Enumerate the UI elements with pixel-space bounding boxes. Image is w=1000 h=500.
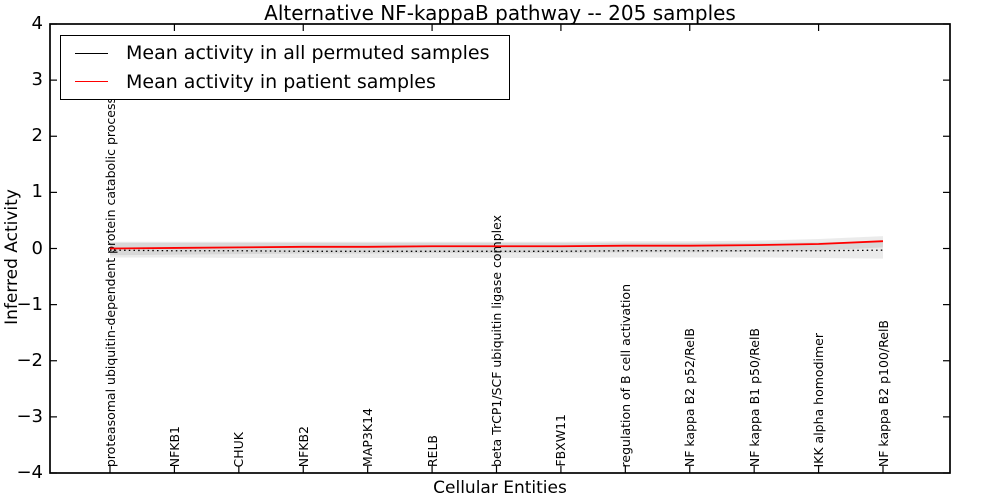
y-axis-title: Inferred Activity bbox=[2, 189, 22, 325]
y-tick-label: −4 bbox=[16, 462, 43, 483]
y-tick-label: 1 bbox=[31, 181, 43, 203]
x-category-label: FBXW11 bbox=[553, 414, 569, 467]
y-tick-label: 0 bbox=[31, 237, 43, 259]
y-tick-label: −3 bbox=[16, 405, 43, 427]
legend-entry-permuted: Mean activity in all permuted samples bbox=[61, 42, 509, 64]
legend-label-patient: Mean activity in patient samples bbox=[126, 70, 436, 93]
x-category-label: NF kappa B1 p50/RelB bbox=[746, 327, 762, 467]
x-category-label: CHUK bbox=[231, 431, 247, 467]
y-tick-label: 4 bbox=[31, 13, 43, 34]
x-axis-title: Cellular Entities bbox=[433, 478, 567, 498]
y-tick-label: −1 bbox=[16, 293, 43, 315]
x-category-label: beta TrCP1/SCF ubiquitin ligase complex bbox=[489, 215, 504, 467]
x-category-label: IKK alpha homodimer bbox=[811, 332, 827, 468]
chart-title: Alternative NF-kappaB pathway -- 205 sam… bbox=[264, 1, 736, 25]
x-category-label: NF kappa B2 p52/RelB bbox=[682, 327, 698, 467]
legend-box: Mean activity in all permuted samples Me… bbox=[60, 35, 510, 100]
x-category-label: NFKB2 bbox=[295, 425, 311, 467]
patient-line-sample bbox=[75, 81, 108, 83]
x-category-label: MAP3K14 bbox=[360, 408, 376, 467]
x-category-label: RELB bbox=[424, 434, 440, 467]
x-category-label: regulation of B cell activation bbox=[617, 283, 633, 467]
x-category-label: NF kappa B2 p100/RelB bbox=[875, 319, 891, 467]
x-category-label: proteasomal ubiquitin-dependent protein … bbox=[102, 96, 118, 467]
y-tick-label: 2 bbox=[31, 125, 43, 147]
legend-label-permuted: Mean activity in all permuted samples bbox=[126, 42, 490, 65]
y-tick-label: −2 bbox=[16, 349, 43, 371]
permuted-line-sample bbox=[75, 52, 108, 54]
x-category-label: NFKB1 bbox=[166, 425, 182, 467]
legend-entry-patient: Mean activity in patient samples bbox=[61, 71, 509, 93]
y-tick-label: 3 bbox=[31, 69, 43, 91]
